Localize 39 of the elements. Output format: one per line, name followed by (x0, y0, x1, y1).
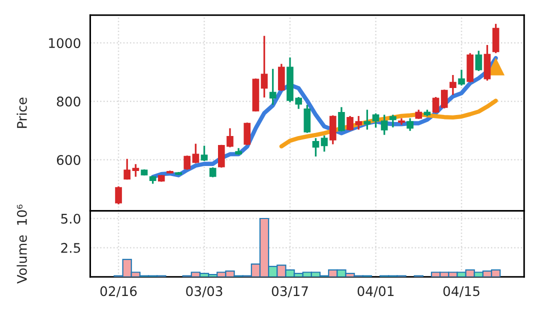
candlestick (406, 117, 414, 132)
candlestick (492, 23, 500, 54)
y-axis-title: Price (16, 98, 27, 128)
y-tick-label: 5.0 (61, 214, 80, 224)
candlestick (115, 186, 122, 206)
x-tick-label: 03/03 (186, 286, 222, 298)
candlestick (192, 142, 200, 164)
candlestick (432, 96, 440, 114)
candlestick (458, 68, 465, 86)
candlestick (415, 108, 422, 120)
candlestick (312, 137, 320, 158)
x-tick-label: 02/16 (100, 286, 137, 298)
y-tick-label: 600 (56, 154, 80, 165)
y-tick-label: 2.5 (61, 242, 80, 253)
y-tick-label: 800 (56, 96, 80, 107)
candlestick (184, 154, 191, 171)
candlestick (320, 134, 328, 152)
candlestick (304, 104, 311, 134)
candlestick (200, 144, 208, 162)
candlestick (450, 74, 456, 96)
candlestick (380, 114, 388, 136)
y-tick-label: 1000 (49, 38, 80, 48)
candlestick (440, 88, 448, 110)
candlestick (260, 35, 268, 98)
x-tick-label: 04/15 (443, 286, 480, 298)
candlestick (269, 68, 276, 106)
candlestick (329, 114, 336, 146)
candlestick (364, 108, 371, 131)
line-series (279, 98, 498, 148)
candlestick (209, 166, 216, 178)
x-tick-label: 04/01 (358, 286, 394, 298)
candlestick (372, 112, 380, 128)
x-tick-label: 03/17 (272, 286, 308, 298)
candlestick (338, 106, 345, 132)
candlestick (278, 63, 285, 92)
candlestick (244, 122, 251, 146)
candlestick (389, 114, 396, 128)
y-axis-title: Volume 10⁶ (16, 204, 27, 284)
candlestick (475, 50, 482, 72)
